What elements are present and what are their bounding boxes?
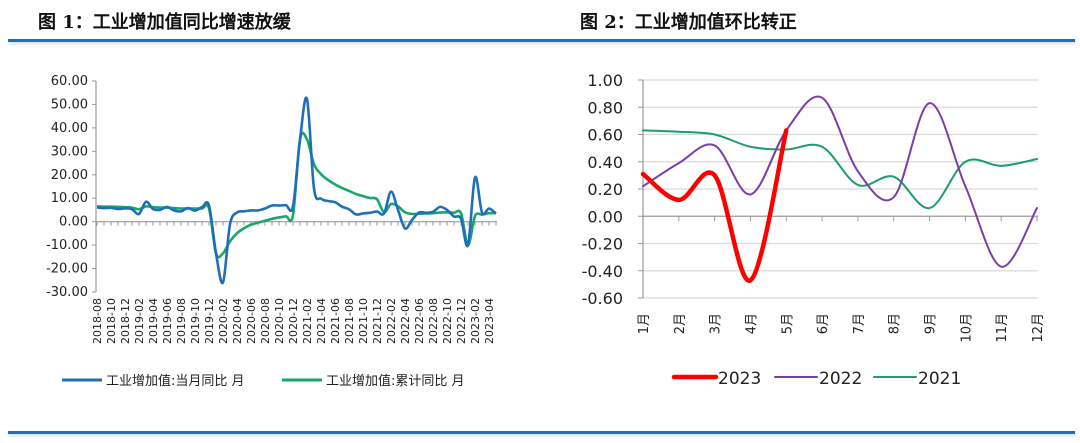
x-tick-label: 2021-06 — [329, 298, 342, 344]
legend-label-2023: 2023 — [718, 369, 761, 389]
chart1: -30.00 -20.00 -10.00 0.00 10.00 20.00 30.00 40.… — [46, 74, 497, 389]
y-tick-label: 30.00 — [51, 144, 88, 159]
legend-label-0: 工业增加值:当月同比 月 — [106, 373, 245, 389]
x-tick-label: 3月 — [709, 313, 724, 334]
x-tick-label: 2019-04 — [147, 298, 160, 344]
x-tick-label: 4月 — [744, 313, 759, 334]
x-tick-label: 2021-04 — [315, 298, 328, 344]
y-tick-label: 1.00 — [587, 71, 623, 90]
y-tick-label: -0.40 — [582, 262, 623, 281]
y-tick-label: 60.00 — [51, 74, 88, 89]
x-tick-label: 2022-04 — [399, 298, 412, 344]
x-tick-label: 2023-04 — [483, 298, 496, 344]
x-tick-label: 2022-12 — [455, 298, 468, 344]
x-tick-label: 2021-10 — [357, 298, 370, 344]
x-tick-label: 6月 — [816, 313, 831, 334]
x-tick-label: 11月 — [995, 313, 1010, 343]
x-tick-label: 1月 — [637, 313, 652, 334]
x-tick-label: 2018-08 — [91, 298, 104, 344]
y-tick-label: 10.00 — [51, 191, 88, 206]
x-tick-label: 2019-12 — [203, 298, 216, 344]
y-tick-label: 0.60 — [587, 126, 623, 145]
x-tick-label: 2019-02 — [133, 298, 146, 344]
y-tick-label: -0.60 — [582, 289, 623, 308]
x-tick-label: 2018-10 — [105, 298, 118, 344]
x-tick-label: 10月 — [959, 313, 974, 343]
y-tick-label: -20.00 — [46, 262, 88, 277]
legend-label-1: 工业增加值:累计同比 月 — [326, 373, 465, 389]
x-tick-label: 7月 — [852, 313, 867, 334]
y-tick-label: -30.00 — [46, 285, 88, 300]
y-tick-label: 0.80 — [587, 98, 623, 117]
x-tick-label: 2022-08 — [427, 298, 440, 344]
x-tick-label: 2022-10 — [441, 298, 454, 344]
series-line-2022 — [642, 95, 1038, 268]
x-tick-label: 2019-08 — [175, 298, 188, 344]
y-tick-label: 0.00 — [587, 207, 623, 226]
x-tick-label: 2020-12 — [287, 298, 300, 344]
x-tick-label: 2020-02 — [217, 298, 230, 344]
x-tick-label: 2月 — [673, 313, 688, 334]
x-tick-label: 2020-06 — [245, 298, 258, 344]
x-tick-label: 2021-02 — [301, 298, 314, 344]
x-tick-label: 12月 — [1031, 313, 1046, 343]
top-divider — [8, 39, 1075, 42]
x-tick-label: 2022-06 — [413, 298, 426, 344]
x-tick-label: 2021-12 — [371, 298, 384, 344]
x-tick-label: 2019-10 — [189, 298, 202, 344]
x-tick-label: 2019-06 — [161, 298, 174, 344]
x-tick-label: 9月 — [924, 313, 939, 334]
y-tick-label: -0.20 — [582, 235, 623, 254]
y-tick-label: 0.20 — [587, 180, 623, 199]
series-line-2023 — [640, 128, 789, 283]
figure2-title: 图 2：工业增加值环比转正 — [580, 12, 797, 33]
x-tick-label: 2020-04 — [231, 298, 244, 344]
x-tick-label: 8月 — [888, 313, 903, 334]
x-tick-label: 2023-02 — [469, 298, 482, 344]
legend-label-2021: 2021 — [918, 369, 961, 389]
x-tick-label: 2020-08 — [259, 298, 272, 344]
x-tick-label: 2018-12 — [119, 298, 132, 344]
y-tick-label: 0.40 — [587, 153, 623, 172]
y-tick-label: 50.00 — [51, 97, 88, 112]
x-tick-label: 2021-08 — [343, 298, 356, 344]
x-tick-label: 5月 — [780, 313, 795, 334]
legend-label-2022: 2022 — [819, 369, 862, 389]
x-tick-label: 2022-02 — [385, 298, 398, 344]
x-tick-label: 2020-10 — [273, 298, 286, 344]
series-line-0 — [96, 96, 497, 285]
y-tick-label: 0.00 — [59, 215, 88, 230]
bottom-divider — [8, 431, 1075, 434]
y-tick-label: -10.00 — [46, 238, 88, 253]
series-line-2021 — [642, 129, 1038, 210]
figure1-title: 图 1：工业增加值同比增速放缓 — [38, 12, 291, 33]
y-tick-label: 40.00 — [51, 121, 88, 136]
y-tick-label: 20.00 — [51, 168, 88, 183]
